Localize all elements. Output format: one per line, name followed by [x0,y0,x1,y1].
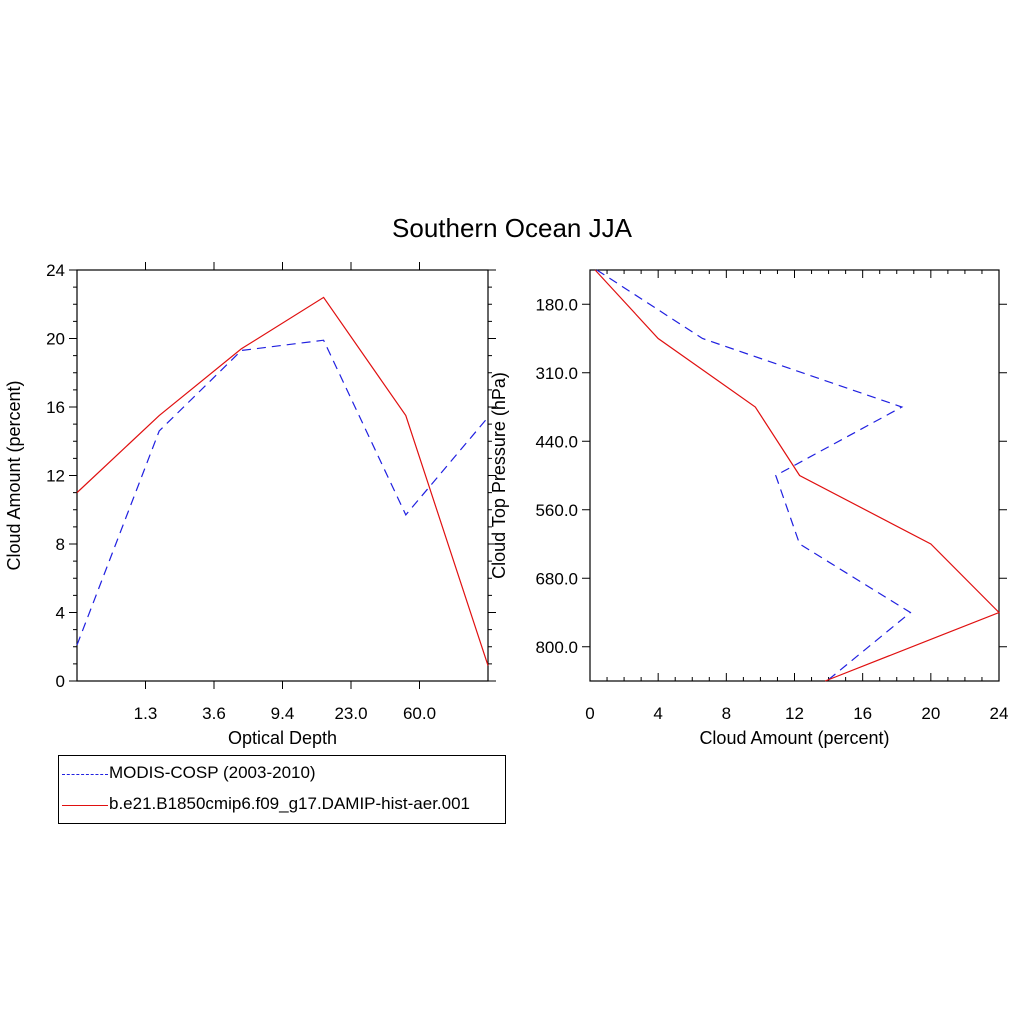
x-tick-label: 1.3 [134,704,158,723]
series-line-obs-right [596,269,912,682]
x-tick-label: 0 [585,704,594,723]
x-tick-label: 12 [785,704,804,723]
y-tick-label: 24 [46,261,65,280]
legend-swatch-model [62,805,108,806]
y-axis-label: Cloud Top Pressure (hPa) [489,372,509,579]
legend-swatch-obs [62,774,108,775]
x-tick-label: 16 [853,704,872,723]
y-tick-label: 8 [56,535,65,554]
series-line-model-right [594,269,1001,682]
y-tick-label: 20 [46,330,65,349]
y-tick-label: 680.0 [535,569,578,588]
y-tick-label: 800.0 [535,638,578,657]
y-tick-label: 560.0 [535,501,578,520]
x-tick-label: 9.4 [271,704,295,723]
x-tick-label: 60.0 [403,704,436,723]
legend-label-obs: MODIS-COSP (2003-2010) [109,763,316,782]
y-tick-label: 0 [56,672,65,691]
chart-title: Southern Ocean JJA [392,213,632,243]
y-tick-label: 4 [56,604,65,623]
x-tick-label: 8 [722,704,731,723]
series-line-model-left [76,296,489,666]
legend-label-model: b.e21.B1850cmip6.f09_g17.DAMIP-hist-aer.… [109,794,471,813]
y-tick-label: 12 [46,467,65,486]
x-tick-label: 3.6 [202,704,226,723]
legend: MODIS-COSP (2003-2010) b.e21.B1850cmip6.… [58,755,506,824]
y-tick-label: 180.0 [535,295,578,314]
x-tick-label: 20 [921,704,940,723]
x-tick-label: 4 [653,704,662,723]
x-axis-label: Optical Depth [228,728,337,748]
y-tick-label: 310.0 [535,364,578,383]
y-axis-label: Cloud Amount (percent) [4,380,24,570]
x-axis-label: Cloud Amount (percent) [699,728,889,748]
x-tick-label: 23.0 [334,704,367,723]
x-tick-label: 24 [990,704,1009,723]
plot-frame-left [76,269,489,682]
series-line-obs-left [76,339,489,646]
y-tick-label: 440.0 [535,432,578,451]
legend-entry-obs: MODIS-COSP (2003-2010) [59,759,505,789]
y-tick-label: 16 [46,398,65,417]
legend-entry-model: b.e21.B1850cmip6.f09_g17.DAMIP-hist-aer.… [59,790,505,820]
